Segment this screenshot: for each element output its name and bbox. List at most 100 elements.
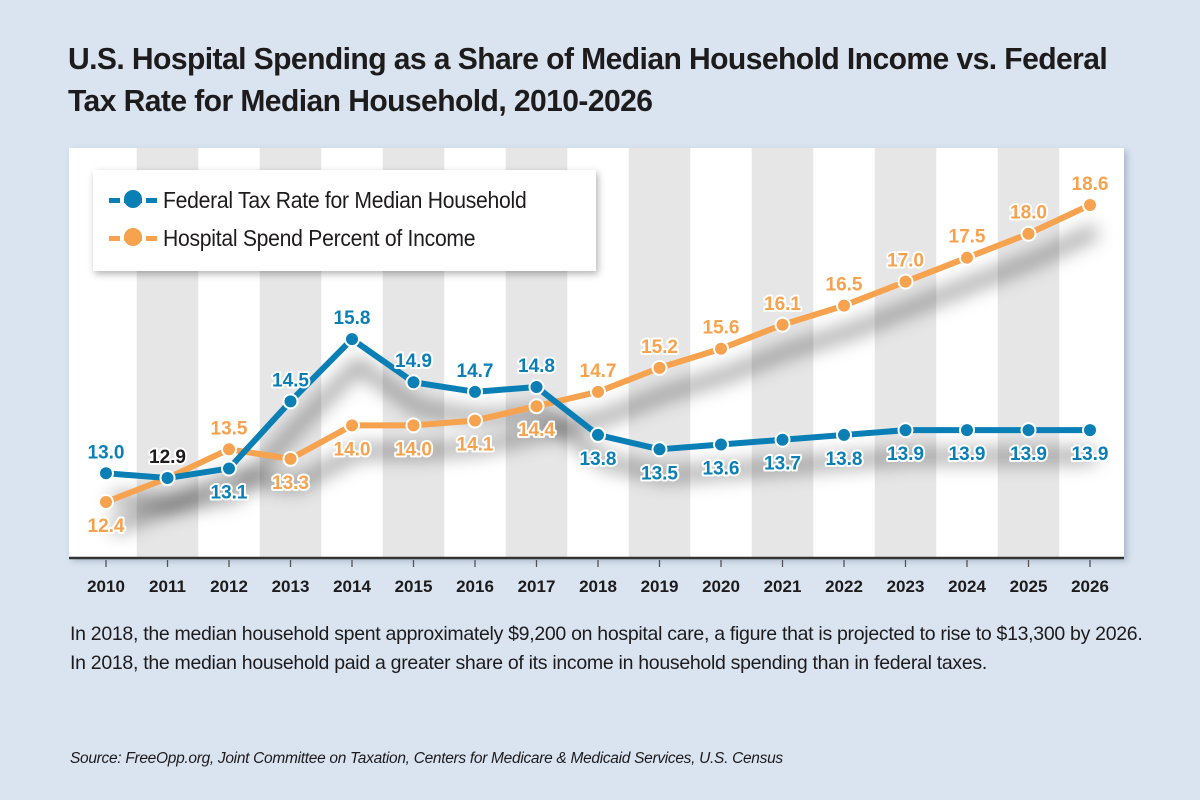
- column-stripe: [997, 148, 1060, 557]
- data-point: [1020, 225, 1037, 242]
- data-point: [774, 316, 791, 333]
- line-dot-marker-icon: [109, 228, 157, 248]
- x-tick-label: 2020: [702, 577, 740, 596]
- data-point: [651, 441, 668, 458]
- line-shadows: [109, 224, 1099, 535]
- data-label: 14.9: [395, 351, 432, 372]
- data-label: 14.4: [518, 420, 555, 441]
- x-tick-label: 2012: [210, 577, 248, 596]
- data-point: [774, 431, 791, 448]
- data-point: [1082, 197, 1098, 213]
- data-labels: 13.0 12.9 13.1 14.5 15.8 14.9 14.7 14.8 13.8 13.5…: [86, 172, 1111, 539]
- data-point: [959, 249, 975, 266]
- data-point: [1082, 422, 1098, 439]
- line-chart: 2010 2011 2012 2013 2014 2015 2016 2017 2018 2019…: [69, 148, 1124, 596]
- x-axis-ticks: [105, 560, 1091, 567]
- data-label: 13.9: [887, 444, 924, 465]
- data-label: 14.0: [395, 439, 432, 460]
- data-point: [528, 398, 545, 415]
- data-label: 13.8: [580, 449, 617, 470]
- series-shadow: [109, 224, 1099, 535]
- source-note: Source: FreeOpp.org, Joint Committee on …: [70, 750, 783, 767]
- data-point: [98, 494, 114, 510]
- data-point: [897, 422, 914, 439]
- data-label: 16.5: [826, 275, 863, 296]
- data-point: [590, 426, 606, 443]
- legend-label: Federal Tax Rate for Median Household: [163, 186, 527, 213]
- chart-title: U.S. Hospital Spending as a Share of Med…: [68, 41, 1108, 118]
- x-tick-label: 2011: [149, 577, 186, 596]
- legend-item-federal-tax: Federal Tax Rate for Median Household: [109, 184, 558, 216]
- x-tick-label: 2016: [456, 577, 494, 596]
- column-stripe: [874, 148, 937, 557]
- data-point: [344, 417, 360, 434]
- chart-caption: In 2018, the median household spent appr…: [70, 623, 1143, 674]
- data-label: 15.2: [641, 337, 678, 358]
- data-label: 14.8: [518, 356, 555, 377]
- data-point: [1020, 422, 1037, 439]
- legend-item-hospital-spend: Hospital Spend Percent of Income: [109, 222, 502, 254]
- data-point: [590, 383, 606, 400]
- legend: Federal Tax Rate for Median Household Ho…: [93, 170, 596, 271]
- x-tick-label: 2021: [764, 577, 802, 596]
- data-label: 18.0: [1010, 203, 1047, 224]
- data-point: [897, 273, 914, 290]
- data-point: [651, 359, 668, 376]
- data-label: 13.9: [949, 444, 986, 465]
- x-tick-label: 2013: [272, 577, 310, 596]
- data-label: 17.5: [949, 227, 986, 248]
- x-tick-label: 2017: [518, 577, 556, 596]
- data-label: 13.5: [641, 463, 678, 484]
- data-point: [959, 422, 975, 439]
- data-label: 13.9: [1010, 444, 1047, 465]
- data-label: 13.3: [272, 473, 309, 494]
- x-tick-label: 2019: [641, 577, 679, 596]
- data-point: [221, 460, 237, 477]
- data-point: [836, 426, 852, 443]
- data-point: [221, 441, 237, 458]
- x-tick-label: 2015: [395, 577, 433, 596]
- x-tick-label: 2026: [1071, 577, 1109, 596]
- series-points: [98, 197, 1098, 510]
- x-tick-label: 2010: [87, 577, 125, 596]
- series-shadow: [111, 358, 1096, 512]
- line-dot-marker-icon: [109, 190, 157, 210]
- data-label: 12.4: [88, 516, 125, 537]
- data-point: [405, 374, 422, 391]
- data-label: 13.1: [211, 482, 248, 503]
- data-label: 13.9: [1072, 444, 1109, 465]
- data-point: [836, 297, 852, 314]
- data-point: [344, 331, 360, 348]
- data-point: [713, 436, 729, 453]
- data-label: 13.6: [703, 459, 740, 480]
- data-label: 13.5: [211, 418, 248, 439]
- column-stripe: [628, 148, 691, 557]
- x-tick-label: 2025: [1010, 577, 1048, 596]
- data-label: 12.9: [149, 447, 186, 468]
- x-tick-label: 2018: [579, 577, 617, 596]
- data-label: 14.1: [457, 435, 494, 456]
- data-point: [467, 383, 483, 400]
- data-label: 15.6: [703, 318, 740, 339]
- data-point: [528, 379, 545, 396]
- data-point: [98, 465, 114, 482]
- data-point: [282, 393, 299, 410]
- data-label: 15.8: [334, 308, 371, 329]
- data-label: 14.5: [272, 370, 309, 391]
- data-label: 18.6: [1072, 174, 1109, 195]
- data-point: [159, 470, 176, 487]
- data-point: [467, 412, 483, 429]
- data-label: 14.7: [457, 361, 494, 382]
- data-label: 16.1: [764, 294, 801, 315]
- x-axis-tick-labels: 2010 2011 2012 2013 2014 2015 2016 2017 2018 2019…: [87, 577, 1109, 596]
- x-tick-label: 2022: [825, 577, 863, 596]
- data-point: [282, 450, 299, 467]
- data-label: 17.0: [887, 251, 924, 272]
- data-label: 13.8: [826, 449, 863, 470]
- data-label: 14.7: [580, 361, 617, 382]
- legend-label: Hospital Spend Percent of Income: [163, 224, 476, 251]
- data-point: [713, 340, 729, 357]
- x-tick-label: 2024: [948, 577, 986, 596]
- data-label: 13.7: [764, 454, 801, 475]
- data-label: 13.0: [88, 442, 125, 463]
